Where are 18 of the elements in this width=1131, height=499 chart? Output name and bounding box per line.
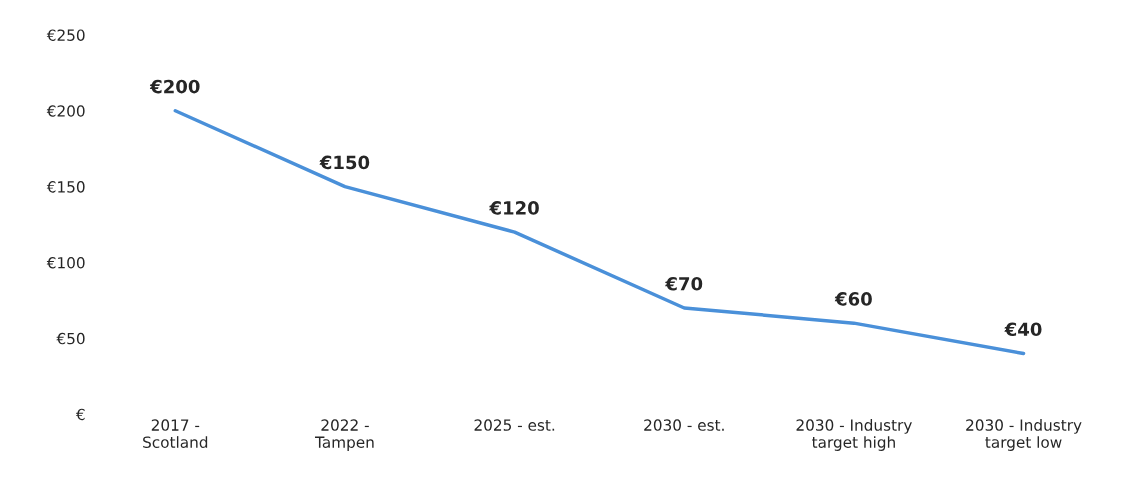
- data-label: €70: [665, 276, 703, 291]
- x-tick-label: 2030 - est.: [644, 419, 724, 431]
- y-tick-label: €200: [46, 105, 85, 117]
- y-tick-label: €100: [46, 256, 85, 269]
- data-label: €200: [149, 79, 200, 94]
- y-tick-label: €250: [46, 29, 85, 41]
- x-tick-label: 2030 - Industry target low: [966, 419, 1082, 451]
- y-tick-label: €50: [56, 332, 85, 345]
- x-tick-label: 2017 - Scotland: [143, 419, 208, 448]
- y-tick-label: €150: [46, 181, 85, 193]
- data-label: €120: [489, 201, 539, 215]
- x-tick-label: 2022 - Tampen: [314, 419, 374, 451]
- data-label: €60: [834, 292, 872, 306]
- x-tick-label: 2025 - est.: [474, 419, 555, 431]
- x-tick-label: 2030 - Industry target high: [796, 419, 912, 451]
- y-tick-label: €: [75, 408, 85, 421]
- data-label: €40: [1004, 322, 1042, 337]
- data-label: €150: [319, 155, 370, 170]
